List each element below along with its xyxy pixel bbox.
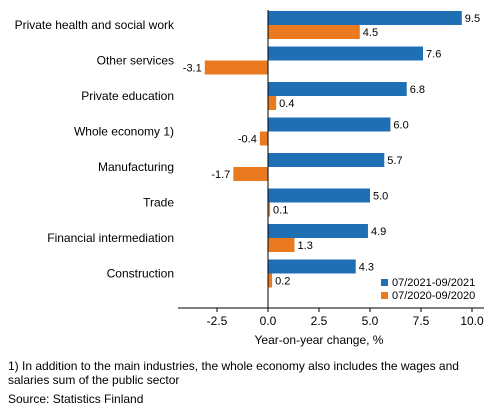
bar-2021	[268, 82, 407, 96]
bar-2021	[268, 46, 424, 61]
category-label: Construction	[107, 267, 174, 281]
x-tick-label: 5.0	[362, 314, 379, 328]
bar-2021	[268, 11, 462, 25]
bar-2020	[268, 25, 360, 39]
source-note: Source: Statistics Finland	[8, 392, 144, 406]
x-tick-label: 0.0	[260, 314, 277, 328]
value-label: 0.2	[275, 276, 290, 288]
bar-2020	[259, 131, 268, 146]
value-label: -0.4	[238, 134, 257, 146]
category-label: Private education	[81, 89, 174, 103]
x-tick-label: 2.5	[311, 314, 328, 328]
bar-2020	[268, 273, 273, 288]
category-label: Other services	[97, 54, 174, 68]
value-label: 1.3	[298, 240, 313, 252]
value-label: 6.8	[410, 84, 425, 96]
bar-2020	[233, 167, 268, 181]
category-label: Manufacturing	[98, 160, 174, 174]
value-label: -3.1	[183, 63, 202, 75]
bar-2021	[268, 117, 391, 132]
value-label: 0.4	[279, 98, 294, 110]
bar-2020	[268, 238, 295, 252]
x-tick-label: -2.5	[207, 314, 228, 328]
value-label: 5.0	[373, 191, 388, 203]
bar-2021	[268, 224, 368, 238]
bar-2021	[268, 188, 370, 203]
legend-swatch	[381, 292, 388, 299]
value-label: 6.0	[393, 120, 408, 132]
bar-chart: Private health and social work 9.5 4.5 Othe…	[15, 10, 484, 347]
x-tick-label: 7.5	[413, 314, 430, 328]
category-label: Private health and social work	[15, 18, 175, 32]
x-axis-title: Year-on-year change, %	[255, 333, 384, 347]
bar-2020	[268, 202, 271, 217]
bar-2020	[268, 96, 277, 110]
category-label: Financial intermediation	[47, 231, 174, 245]
value-label: 5.7	[387, 155, 402, 167]
value-label: 4.3	[359, 262, 374, 274]
bar-2020	[204, 60, 268, 75]
legend-label: 07/2020-09/2020	[392, 290, 475, 302]
x-tick-label: 10.0	[460, 314, 484, 328]
footnote: 1) In addition to the main industries, t…	[8, 359, 459, 387]
legend-label: 07/2021-09/2021	[392, 277, 475, 289]
category-label: Trade	[143, 196, 174, 210]
category-label: Whole economy 1)	[74, 125, 174, 139]
bar-2021	[268, 259, 356, 274]
bar-2021	[268, 153, 385, 167]
value-label: 7.6	[426, 49, 441, 61]
value-label: -1.7	[211, 169, 230, 181]
value-label: 4.5	[363, 27, 378, 39]
value-label: 4.9	[371, 226, 386, 238]
value-label: 0.1	[273, 205, 288, 217]
legend-swatch	[381, 279, 388, 286]
value-label: 9.5	[465, 13, 480, 25]
